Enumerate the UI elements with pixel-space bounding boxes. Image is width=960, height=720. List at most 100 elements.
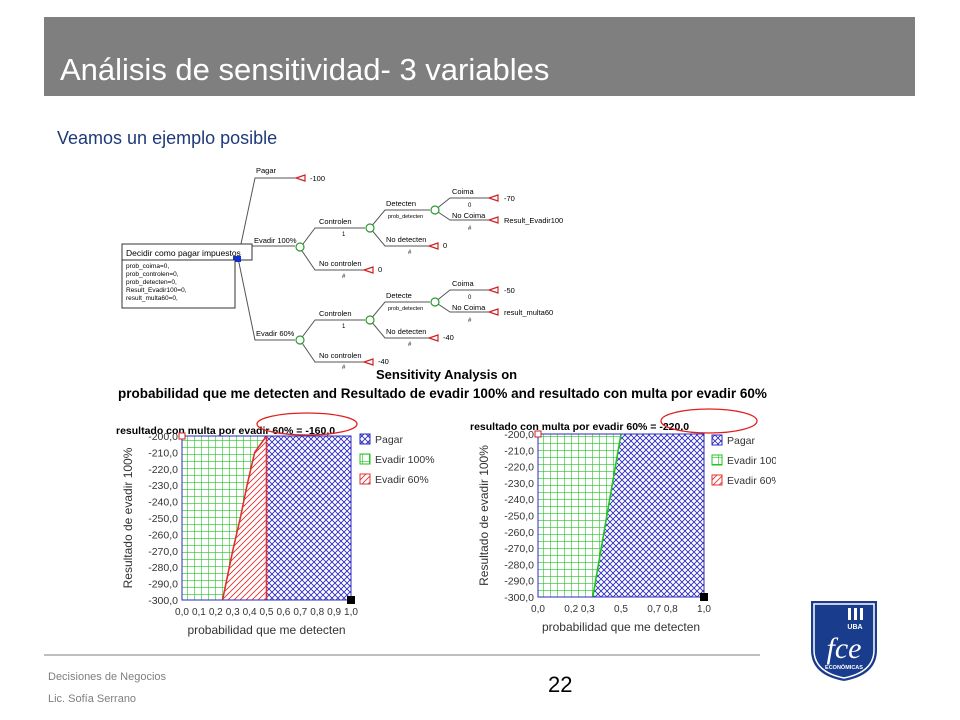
x-tick-label: 0,3: [581, 604, 595, 615]
probability-value: #: [342, 274, 346, 280]
y-tick-label: -270,0: [504, 543, 534, 555]
probability-value: #: [342, 365, 346, 370]
probability-value: prob_detecten: [388, 306, 423, 312]
payoff-value: -70: [504, 194, 515, 203]
x-tick-label: 0,8: [664, 604, 678, 615]
probability-value: #: [468, 318, 472, 324]
x-tick-label: 0,5: [260, 607, 274, 618]
probability-value: #: [468, 226, 472, 232]
chance-node: [295, 242, 305, 252]
y-tick-label: -300,0: [504, 592, 534, 604]
y-tick-label: -260,0: [504, 527, 534, 539]
decision-node-label: Decidir como pagar impuestos: [126, 248, 241, 258]
definition-line: prob_detecten=0,: [126, 279, 177, 286]
terminal-triangle: [362, 266, 374, 274]
slide-subtitle: Veamos un ejemplo posible: [57, 128, 278, 148]
branch-label: No detecten: [386, 235, 426, 244]
y-tick-label: -280,0: [148, 562, 178, 574]
footer-divider: [44, 654, 760, 656]
y-tick-label: -200,0: [148, 431, 178, 443]
x-tick-label: 0,5: [614, 604, 628, 615]
terminal-triangle: [487, 308, 499, 316]
chart-title: resultado con multa por evadir 60% = -22…: [470, 421, 689, 433]
x-tick-label: 0,8: [310, 607, 324, 618]
sensitivity-heading: Sensitivity Analysis on probabilidad que…: [118, 367, 767, 401]
y-tick-label: -290,0: [504, 576, 534, 588]
branch-label: Controlen: [319, 309, 352, 318]
decision-tree: Decidir como pagar impuestos prob_coima=…: [121, 166, 563, 370]
legend-swatch: [711, 434, 723, 446]
x-axis-label: probabilidad que me detecten: [187, 623, 345, 637]
branch-label: No controlen: [319, 351, 362, 360]
branch-label: Detecten: [386, 199, 416, 208]
region-evadir60: [222, 436, 267, 600]
terminal-triangle: [487, 286, 499, 294]
branch-label: Evadir 60%: [256, 329, 295, 338]
y-tick-label: -240,0: [504, 494, 534, 506]
legend-swatch: [711, 454, 723, 466]
y-tick-label: -270,0: [148, 546, 178, 558]
branch-label: Detecte: [386, 291, 412, 300]
corner-marker: [700, 593, 708, 601]
y-tick-label: -250,0: [504, 511, 534, 523]
chance-node: [295, 335, 305, 345]
logo-fce: fce: [827, 632, 862, 665]
probability-value: prob_detecten: [388, 214, 423, 220]
branch-label: Coima: [452, 279, 475, 288]
terminal-triangle: [427, 334, 439, 342]
payoff-value: -40: [378, 357, 389, 366]
probability-value: #: [408, 250, 412, 256]
y-tick-label: -260,0: [148, 529, 178, 541]
footer-course: Decisiones de Negocios: [48, 671, 167, 683]
definition-line: result_multa60=0,: [126, 295, 178, 302]
branch-label: Pagar: [256, 166, 277, 175]
payoff-value: -100: [310, 174, 325, 183]
page-number: 22: [548, 672, 573, 697]
x-tick-label: 1,0: [697, 604, 711, 615]
y-axis-label: Resultado de evadir 100%: [121, 447, 135, 588]
branch-label: Coima: [452, 187, 475, 196]
y-tick-label: -290,0: [148, 579, 178, 591]
legend-label: Pagar: [375, 434, 404, 446]
branch-label: Controlen: [319, 217, 352, 226]
x-tick-label: 0,7: [293, 607, 307, 618]
logo-uba: UBA: [847, 624, 862, 631]
chance-node: [365, 223, 375, 233]
x-tick-label: 0,0: [531, 604, 545, 615]
x-tick-label: 0,3: [226, 607, 240, 618]
highlight-ellipse: [256, 412, 358, 436]
terminal-triangle: [362, 358, 374, 366]
y-tick-label: -280,0: [504, 559, 534, 571]
highlight-ellipse: [660, 408, 758, 434]
region-evadir100: [538, 434, 621, 597]
payoff-value: -50: [504, 286, 515, 295]
legend-label: Evadir 60%: [727, 475, 776, 487]
probability-value: #: [408, 342, 412, 348]
title-bar: [44, 17, 915, 96]
sensitivity-chart-2: resultado con multa por evadir 60% = -22…: [470, 408, 776, 634]
probability-value: 1: [342, 232, 346, 238]
y-tick-label: -200,0: [504, 429, 534, 441]
y-tick-label: -220,0: [148, 464, 178, 476]
x-tick-label: 1,0: [344, 607, 358, 618]
legend-label: Pagar: [727, 435, 756, 447]
fce-uba-logo: UBA fce ECONÓMICAS: [809, 599, 879, 684]
probability-value: 0: [468, 203, 472, 209]
logo-economicas: ECONÓMICAS: [825, 663, 863, 671]
chance-node: [430, 297, 440, 307]
boundary-line: [221, 435, 268, 601]
sensitivity-chart-1: resultado con multa por evadir 60% = -16…: [116, 412, 435, 637]
definition-line: Result_Evadir100=0,: [126, 287, 187, 294]
region-pagar: [266, 436, 351, 600]
y-tick-label: -230,0: [504, 478, 534, 490]
plot-frame: [537, 433, 705, 598]
corner-marker: [347, 596, 355, 604]
region-pagar: [592, 434, 704, 597]
region-evadir100: [182, 436, 267, 600]
probability-value: 0: [468, 295, 472, 301]
plot-frame: [181, 435, 352, 601]
footer-author: Lic. Sofía Serrano: [48, 693, 137, 705]
x-tick-label: 0,6: [276, 607, 290, 618]
branch-label: No Coima: [452, 303, 486, 312]
boundary-line: [591, 433, 622, 598]
